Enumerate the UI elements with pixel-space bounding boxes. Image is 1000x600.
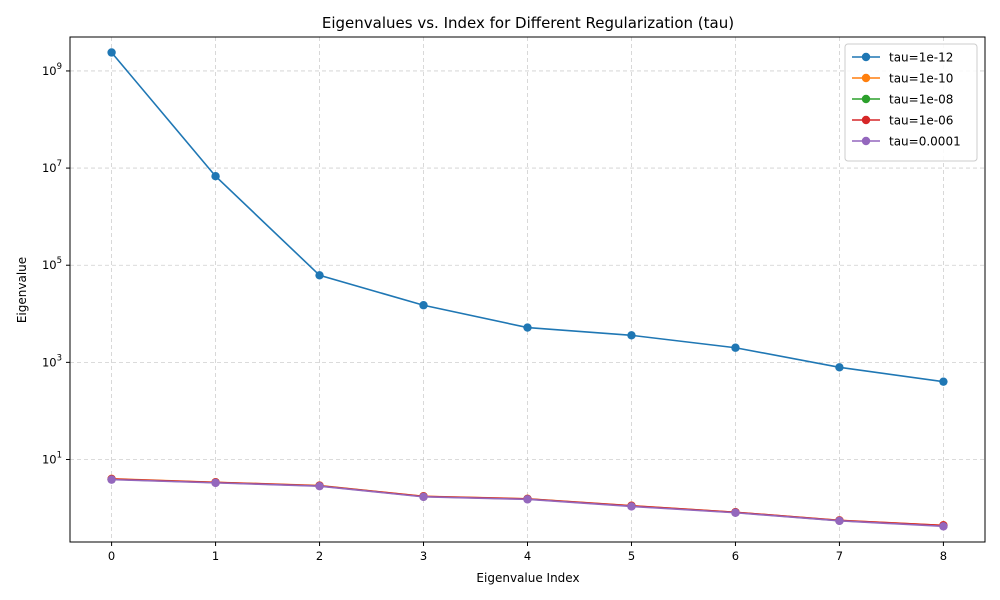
data-point bbox=[419, 492, 428, 502]
x-tick-label: 6 bbox=[732, 549, 739, 563]
legend-frame bbox=[844, 43, 978, 162]
legend-marker bbox=[861, 52, 871, 62]
legend-label: tau=1e-12 bbox=[889, 51, 953, 65]
data-point bbox=[835, 516, 844, 526]
chart-title: Eigenvalues vs. Index for Different Regu… bbox=[322, 14, 734, 32]
x-tick-label: 1 bbox=[212, 549, 219, 563]
x-tick-label: 7 bbox=[836, 549, 843, 563]
y-tick-label: 105 bbox=[42, 256, 62, 272]
legend-item: tau=1e-10 bbox=[852, 72, 953, 86]
series-tau=1e-12 bbox=[107, 48, 948, 386]
x-tick-label: 8 bbox=[940, 549, 947, 563]
legend-item: tau=1e-08 bbox=[852, 93, 953, 107]
grid bbox=[70, 37, 985, 542]
legend-label: tau=1e-08 bbox=[889, 93, 953, 107]
x-tick-label: 0 bbox=[108, 549, 115, 563]
data-point bbox=[627, 502, 636, 511]
x-tick-label: 4 bbox=[524, 549, 531, 563]
y-axis: 101 103 105 107 109 bbox=[42, 62, 70, 466]
x-tick-label: 3 bbox=[420, 549, 427, 563]
y-tick-label: 107 bbox=[42, 159, 62, 175]
data-point bbox=[523, 323, 532, 332]
legend-marker bbox=[861, 94, 871, 104]
x-tick-label: 5 bbox=[628, 549, 635, 563]
data-point bbox=[211, 478, 220, 488]
series-tau=0.0001 bbox=[107, 475, 948, 531]
y-tick-label: 109 bbox=[42, 62, 62, 78]
data-point bbox=[419, 301, 428, 310]
x-axis-label: Eigenvalue Index bbox=[476, 571, 579, 585]
y-axis-label: Eigenvalue bbox=[15, 257, 29, 323]
data-point bbox=[523, 495, 532, 504]
legend-item: tau=1e-06 bbox=[852, 114, 953, 128]
legend-marker bbox=[861, 73, 871, 83]
data-point bbox=[107, 475, 116, 484]
data-point bbox=[731, 508, 740, 517]
x-tick-label: 2 bbox=[316, 549, 323, 563]
x-axis: 0 1 2 3 4 5 6 7 8 bbox=[108, 542, 947, 563]
legend-marker bbox=[861, 115, 871, 125]
legend-item: tau=1e-12 bbox=[852, 51, 953, 65]
data-point bbox=[107, 48, 116, 57]
legend: tau=1e-12 tau=1e-10 tau=1e-08 tau=1e-06 tau=… bbox=[844, 43, 978, 162]
legend-label: tau=1e-06 bbox=[889, 114, 953, 128]
data-point bbox=[731, 343, 740, 352]
y-tick-label: 101 bbox=[42, 450, 62, 466]
legend-item: tau=0.0001 bbox=[852, 135, 961, 149]
legend-label: tau=0.0001 bbox=[889, 135, 961, 149]
data-point bbox=[939, 377, 948, 386]
data-point bbox=[211, 172, 220, 181]
data-point bbox=[939, 522, 948, 531]
series-layer bbox=[107, 48, 948, 531]
data-point bbox=[627, 331, 636, 340]
legend-label: tau=1e-10 bbox=[889, 72, 953, 86]
data-point bbox=[315, 481, 324, 491]
legend-marker bbox=[861, 136, 871, 146]
data-point bbox=[835, 363, 844, 372]
y-tick-label: 103 bbox=[42, 353, 62, 369]
data-point bbox=[315, 271, 324, 280]
